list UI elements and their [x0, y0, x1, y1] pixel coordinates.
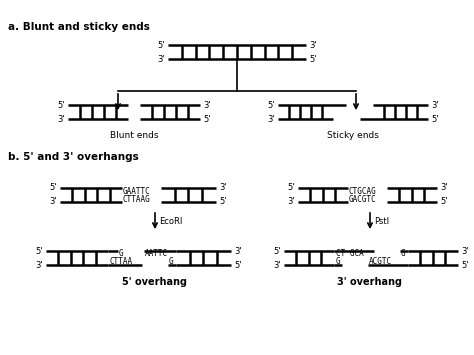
Text: b. 5' and 3' overhangs: b. 5' and 3' overhangs: [8, 152, 139, 162]
Text: 3': 3': [309, 40, 317, 49]
Text: EcoRI: EcoRI: [159, 217, 182, 225]
Text: ACGTC: ACGTC: [369, 257, 392, 267]
Text: 3': 3': [157, 55, 165, 64]
Text: CT GCA: CT GCA: [336, 250, 364, 258]
Text: 5': 5': [461, 261, 468, 269]
Text: 5': 5': [36, 246, 43, 256]
Text: 5': 5': [234, 261, 241, 269]
Text: 5': 5': [219, 197, 227, 207]
Text: 3': 3': [57, 115, 65, 124]
Text: 5': 5': [57, 100, 65, 109]
Text: GAATTC: GAATTC: [123, 186, 151, 196]
Text: 3': 3': [203, 100, 210, 109]
Text: 5': 5': [309, 55, 317, 64]
Text: 5' overhang: 5' overhang: [122, 277, 188, 287]
Text: 3': 3': [273, 261, 281, 269]
Text: 3': 3': [440, 184, 447, 192]
Text: G: G: [401, 250, 406, 258]
Text: 5': 5': [157, 40, 165, 49]
Text: CTGCAG: CTGCAG: [349, 186, 377, 196]
Text: 3': 3': [461, 246, 469, 256]
Text: 3': 3': [234, 246, 242, 256]
Text: AATTC: AATTC: [145, 250, 168, 258]
Text: 3': 3': [431, 100, 438, 109]
Text: 3': 3': [36, 261, 43, 269]
Text: 5': 5': [440, 197, 447, 207]
Text: 3': 3': [219, 184, 227, 192]
Text: GACGTC: GACGTC: [349, 195, 377, 203]
Text: Sticky ends: Sticky ends: [327, 131, 379, 140]
Text: 5': 5': [267, 100, 275, 109]
Text: a. Blunt and sticky ends: a. Blunt and sticky ends: [8, 22, 150, 32]
Text: 3' overhang: 3' overhang: [337, 277, 402, 287]
Text: CTTAA: CTTAA: [110, 257, 133, 267]
Text: G: G: [336, 257, 341, 267]
Text: 5': 5': [431, 115, 438, 124]
Text: 5': 5': [288, 184, 295, 192]
Text: 3': 3': [287, 197, 295, 207]
Text: 3': 3': [49, 197, 57, 207]
Text: PstI: PstI: [374, 217, 389, 225]
Text: 5': 5': [49, 184, 57, 192]
Text: 5': 5': [203, 115, 210, 124]
Text: CTTAAG: CTTAAG: [123, 195, 151, 203]
Text: Blunt ends: Blunt ends: [110, 131, 158, 140]
Text: 5': 5': [273, 246, 281, 256]
Text: G: G: [169, 257, 173, 267]
Text: 3': 3': [267, 115, 275, 124]
Text: G: G: [119, 250, 124, 258]
